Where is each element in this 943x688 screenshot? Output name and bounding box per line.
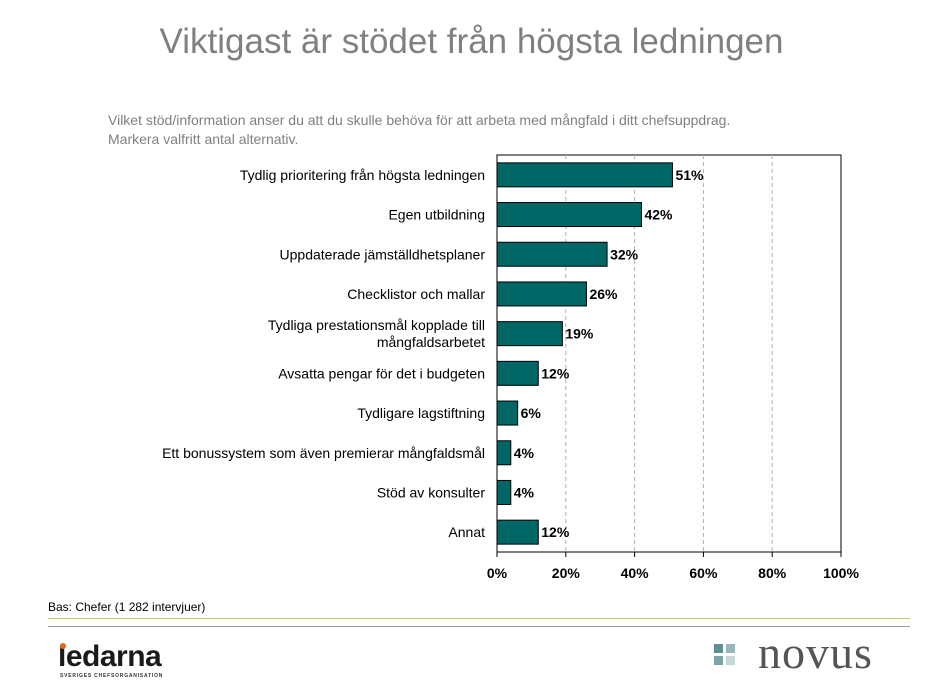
x-tick-label: 40%: [621, 565, 650, 581]
x-tick-label: 100%: [823, 565, 859, 581]
category-label-line: Avsatta pengar för det i budgeten: [278, 365, 485, 381]
category-label: Annat: [448, 524, 485, 540]
bar: [496, 321, 563, 347]
base-footnote: Bas: Chefer (1 282 intervjuer): [48, 600, 206, 614]
x-tick-label: 80%: [758, 565, 787, 581]
category-label-line: Tydlig prioritering från högsta ledninge…: [240, 167, 485, 183]
subtitle-line-1: Vilket stöd/information anser du att du …: [108, 112, 731, 128]
bar: [496, 202, 642, 228]
bar: [496, 281, 587, 307]
bar-chart: 0% 20% 40% 60% 80% 100% 51% Tydlig prioritering…: [162, 154, 859, 581]
category-label: Egen utbildning: [388, 207, 485, 223]
bar: [496, 360, 539, 386]
bar: [496, 519, 539, 545]
chart-subtitle: Vilket stöd/information anser du att du …: [108, 111, 898, 149]
ledarna-logo-dot: [60, 643, 66, 649]
x-tick-label: 60%: [689, 565, 718, 581]
ledarna-logo-word: ledarna: [58, 640, 162, 673]
x-tick-label: 0%: [487, 565, 508, 581]
bar: [496, 241, 608, 267]
novus-square-3: [714, 656, 723, 665]
category-label: Stöd av konsulter: [377, 484, 486, 500]
divider-green: [48, 618, 910, 619]
plot-frame: [496, 154, 842, 553]
category-label: Tydligare lagstiftning: [357, 405, 485, 421]
category-label: Uppdaterade jämställdhetsplaner: [280, 246, 486, 262]
bar-value-label: 6%: [521, 405, 542, 421]
category-label-line: Checklistor och mallar: [347, 286, 485, 302]
category-label-line: Annat: [448, 524, 485, 540]
bar: [496, 440, 512, 466]
novus-square-4: [726, 656, 735, 665]
category-label: Checklistor och mallar: [347, 286, 485, 302]
bar-value-label: 26%: [589, 286, 618, 302]
ledarna-logo: ledarna SVERIGES CHEFSORGANISATION: [58, 640, 188, 684]
subtitle-line-2: Markera valfritt antal alternativ.: [108, 131, 299, 147]
bar-value-label: 4%: [514, 484, 535, 500]
category-label: Ett bonussystem som även premierar mångf…: [162, 445, 485, 461]
category-label-line: Egen utbildning: [388, 207, 485, 223]
bar: [496, 479, 512, 505]
bar-value-label: 42%: [644, 207, 673, 223]
category-label-line: Tydliga prestationsmål kopplade till: [268, 317, 485, 333]
novus-square-1: [714, 644, 723, 653]
novus-logo-word: novus: [758, 627, 873, 678]
category-label-line: Stöd av konsulter: [377, 484, 486, 500]
divider-gray: [48, 626, 910, 627]
bar-value-label: 19%: [565, 326, 594, 342]
category-label: Tydlig prioritering från högsta ledninge…: [240, 167, 485, 183]
category-label: Tydliga prestationsmål kopplade till mång…: [268, 317, 485, 350]
chart-title: Viktigast är stödet från högsta ledninge…: [159, 22, 784, 61]
bar: [496, 162, 673, 188]
novus-logo: novus: [712, 627, 912, 678]
bar-value-label: 32%: [610, 246, 639, 262]
ledarna-logo-tagline: SVERIGES CHEFSORGANISATION: [60, 673, 164, 679]
bar: [496, 400, 519, 426]
bar-value-label: 4%: [514, 445, 535, 461]
bar-value-label: 51%: [675, 167, 704, 183]
category-label-line: Tydligare lagstiftning: [357, 405, 485, 421]
category-label-line: mångfaldsarbetet: [377, 334, 485, 350]
category-label-line: Uppdaterade jämställdhetsplaner: [280, 246, 486, 262]
novus-square-2: [726, 644, 735, 653]
bar-value-label: 12%: [541, 524, 570, 540]
category-label-line: Ett bonussystem som även premierar mångf…: [162, 445, 485, 461]
x-tick-label: 20%: [552, 565, 581, 581]
bar-value-label: 12%: [541, 365, 570, 381]
category-label: Avsatta pengar för det i budgeten: [278, 365, 485, 381]
